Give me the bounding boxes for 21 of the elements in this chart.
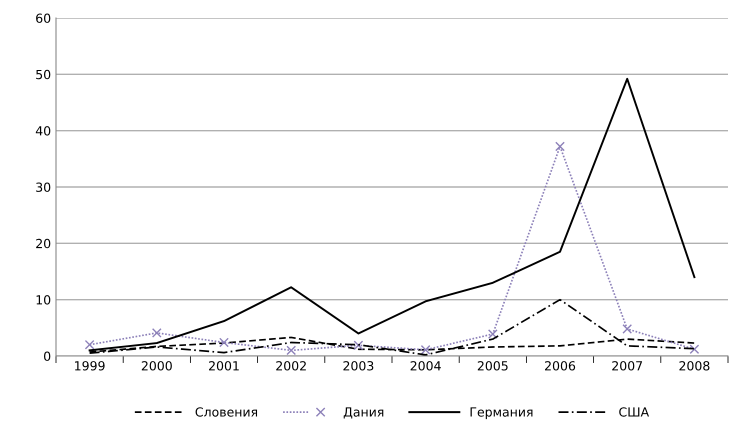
x-tick-label: 2003 [343, 361, 374, 371]
x-tick-label: 2004 [410, 361, 441, 371]
legend-label: Словения [196, 407, 258, 417]
y-tick-label: 30 [36, 182, 50, 192]
x-tick-label: 2001 [209, 361, 239, 371]
legend-label: Германия [470, 407, 532, 420]
y-tick-label: 0 [44, 351, 50, 361]
y-tick-label: 50 [36, 70, 50, 80]
x-tick-label: 2002 [276, 361, 306, 371]
x-tick-label: 1999 [75, 361, 105, 371]
x-tick-label: 2000 [142, 361, 172, 371]
x-tick-label: 2006 [545, 361, 576, 371]
y-tick-label: 40 [36, 126, 50, 136]
x-tick-label: 2005 [478, 361, 508, 371]
y-tick-label: 60 [36, 13, 50, 23]
y-tick-label: 10 [36, 295, 50, 305]
x-tick-label: 2007 [612, 361, 642, 371]
legend-label: Дания [344, 407, 384, 418]
legend-label: США [619, 407, 650, 417]
x-tick-label: 2008 [679, 361, 710, 371]
y-tick-label: 20 [36, 238, 50, 248]
